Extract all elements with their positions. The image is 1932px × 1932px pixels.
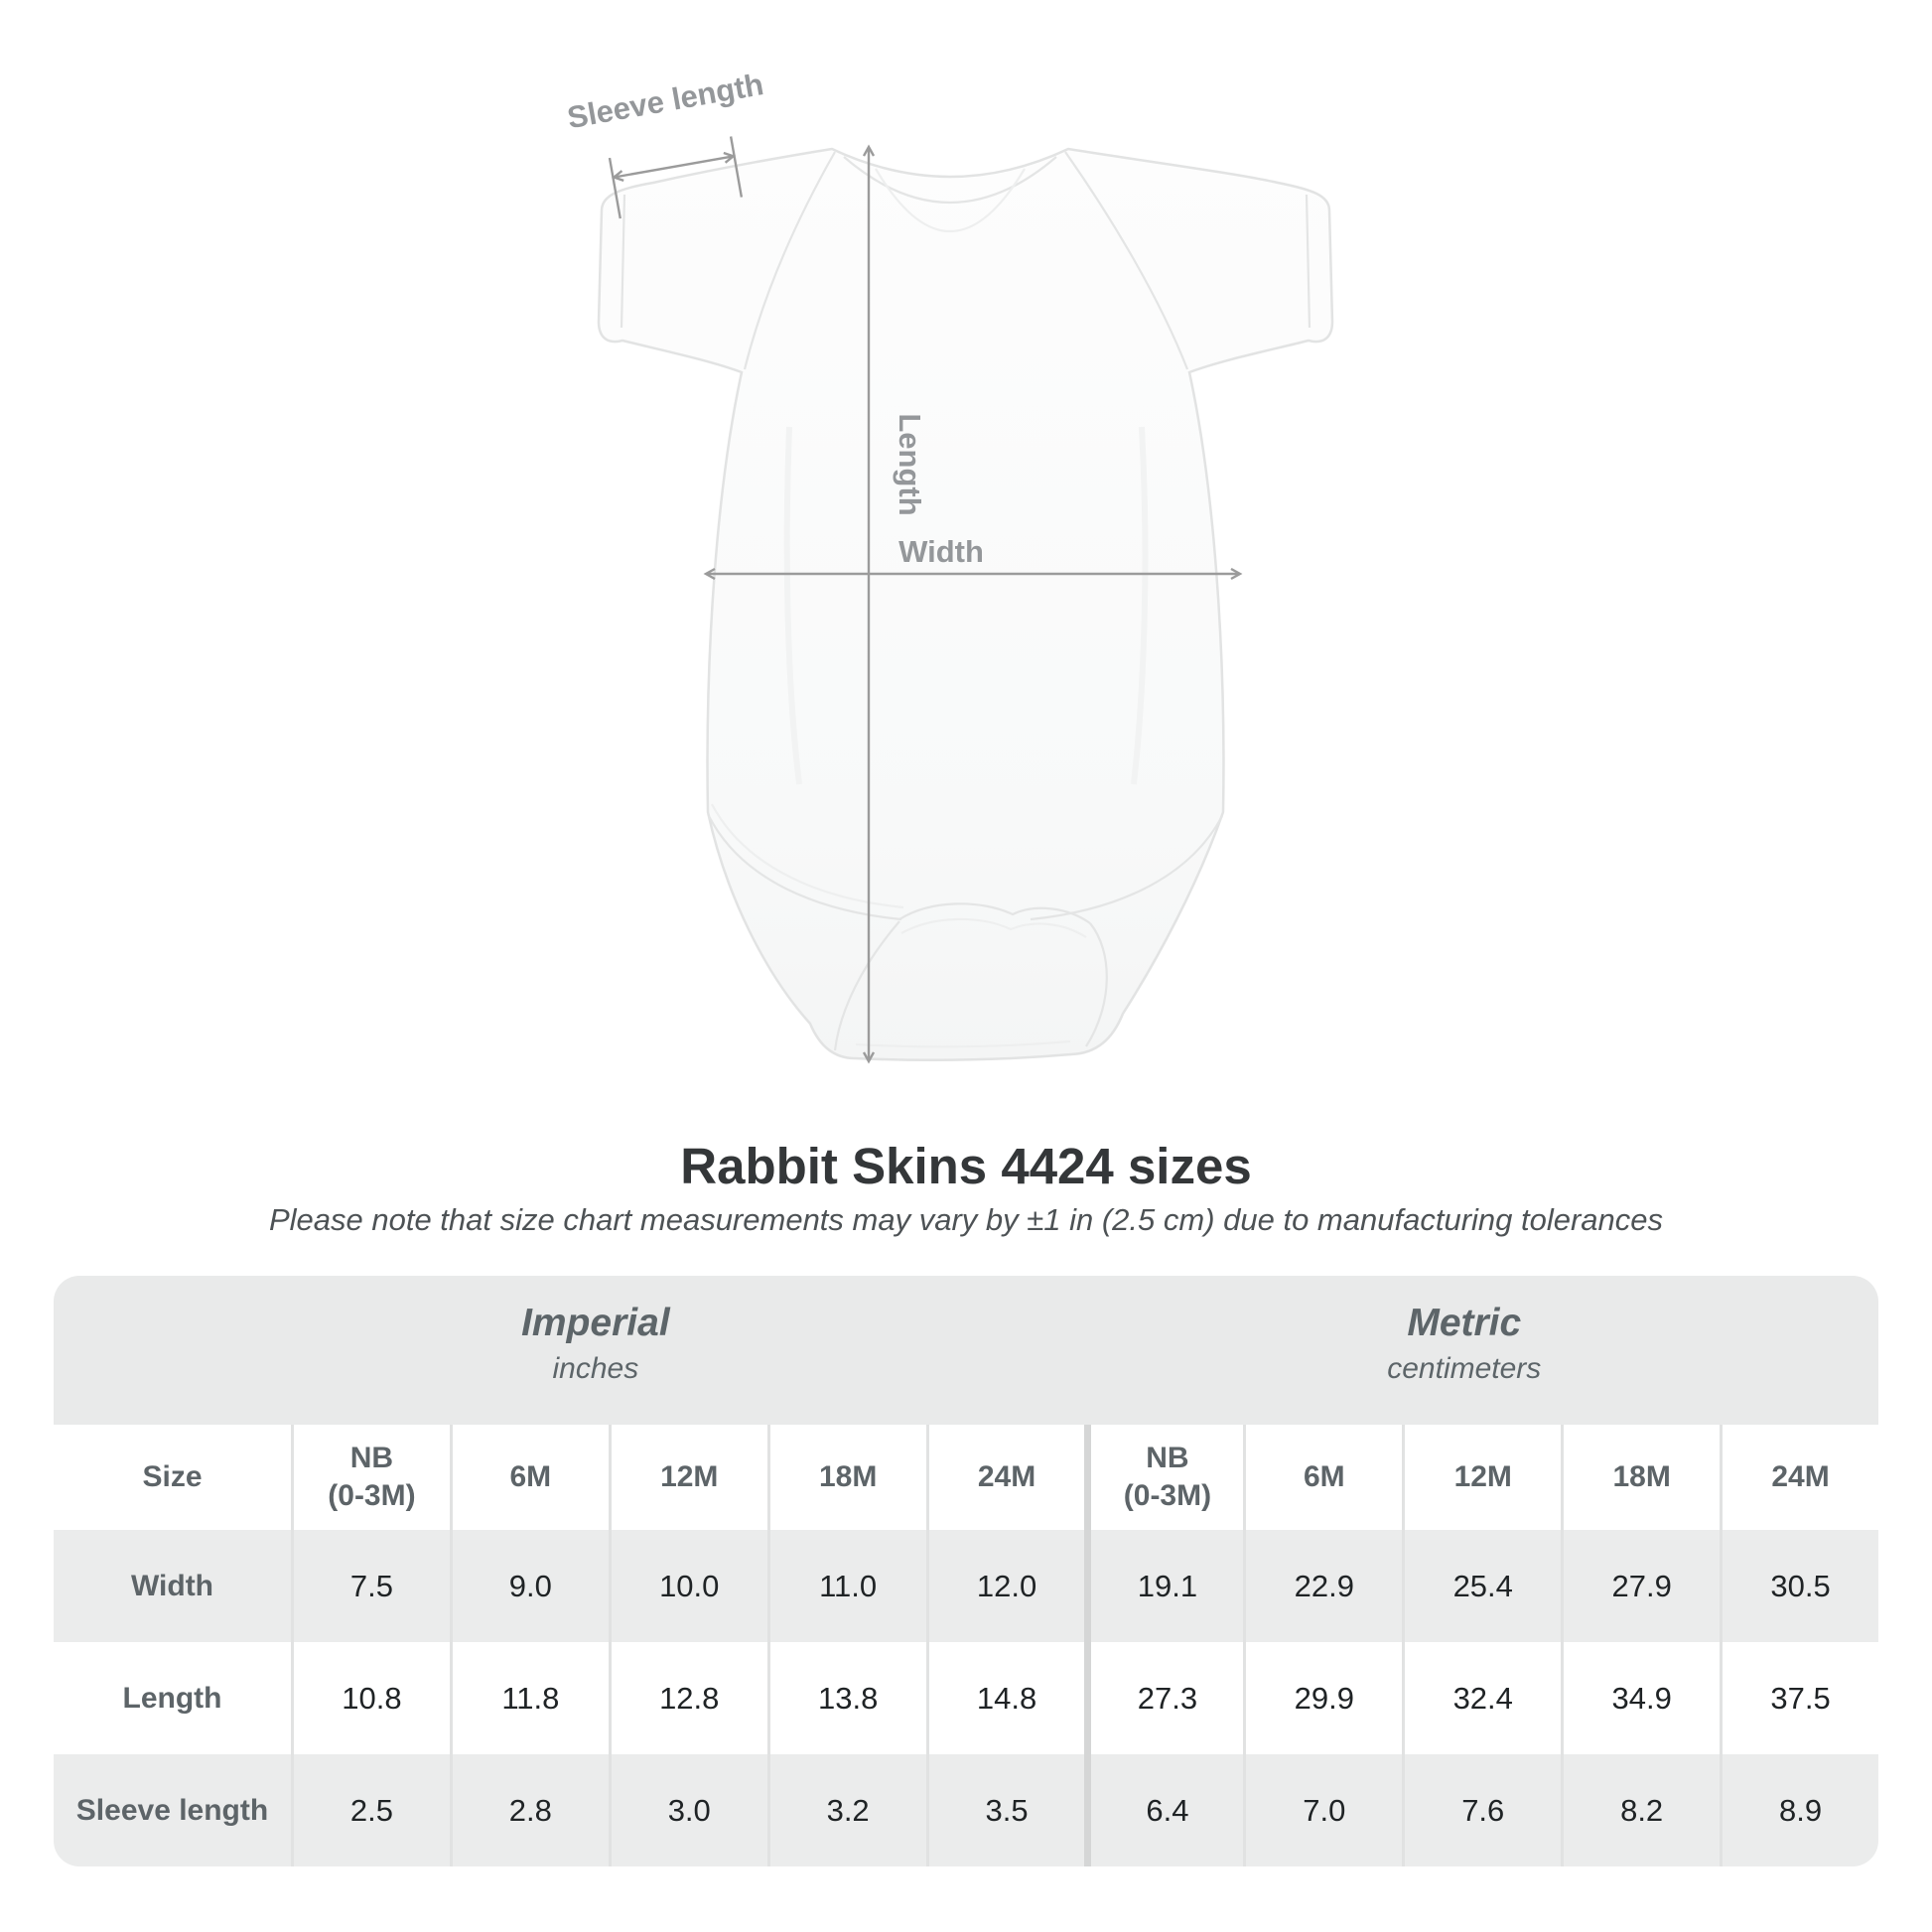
value-cell: 6.4 <box>1084 1754 1244 1866</box>
imperial-unit: inches <box>552 1352 639 1385</box>
col-header-metric-nb: NB (0-3M) <box>1084 1425 1244 1530</box>
value-cell: 12.8 <box>608 1642 767 1754</box>
value-cell: 9.0 <box>449 1530 609 1642</box>
value-cell: 10.8 <box>291 1642 450 1754</box>
onesie-seams <box>620 151 1311 1051</box>
size-grid: Size NB (0-3M) 6M 12M 18M 24M NB (0-3M) … <box>54 1425 1878 1866</box>
value-cell: 8.2 <box>1561 1754 1721 1866</box>
imperial-section-header: Imperial inches <box>521 1300 670 1391</box>
value-cell: 3.5 <box>925 1754 1085 1866</box>
length-label: Length <box>893 413 927 515</box>
value-cell: 8.9 <box>1720 1754 1878 1866</box>
row-label-sleeve-length: Sleeve length <box>54 1754 291 1866</box>
metric-unit: centimeters <box>1387 1352 1542 1385</box>
onesie-diagram: Sleeve length Length Width <box>565 67 1334 1152</box>
value-cell: 2.5 <box>291 1754 450 1866</box>
value-cell: 22.9 <box>1243 1530 1403 1642</box>
col-header-imperial-18m: 18M <box>766 1425 926 1530</box>
value-cell: 11.8 <box>449 1642 609 1754</box>
col-header-metric-24m: 24M <box>1720 1425 1878 1530</box>
sleeve-length-label: Sleeve length <box>565 67 766 135</box>
col-header-metric-18m: 18M <box>1561 1425 1721 1530</box>
col-header-imperial-12m: 12M <box>608 1425 767 1530</box>
onesie-body <box>597 147 1334 1062</box>
col-header-metric-12m: 12M <box>1402 1425 1562 1530</box>
size-table: Imperial inches Metric centimeters Size … <box>54 1276 1878 1866</box>
value-cell: 13.8 <box>766 1642 926 1754</box>
col-header-metric-6m: 6M <box>1243 1425 1403 1530</box>
row-label-length: Length <box>54 1642 291 1754</box>
page-title: Rabbit Skins 4424 sizes <box>680 1138 1252 1194</box>
value-cell: 10.0 <box>608 1530 767 1642</box>
value-cell: 11.0 <box>766 1530 926 1642</box>
value-cell: 34.9 <box>1561 1642 1721 1754</box>
value-cell: 14.8 <box>925 1642 1085 1754</box>
value-cell: 3.2 <box>766 1754 926 1866</box>
value-cell: 7.0 <box>1243 1754 1403 1866</box>
value-cell: 37.5 <box>1720 1642 1878 1754</box>
value-cell: 27.9 <box>1561 1530 1721 1642</box>
value-cell: 19.1 <box>1084 1530 1244 1642</box>
metric-title: Metric <box>1407 1302 1522 1344</box>
measurement-arrows <box>608 136 1239 1060</box>
value-cell: 2.8 <box>449 1754 609 1866</box>
value-cell: 12.0 <box>925 1530 1085 1642</box>
page-subtitle: Please note that size chart measurements… <box>268 1202 1664 1237</box>
value-cell: 30.5 <box>1720 1530 1878 1642</box>
row-label-width: Width <box>54 1530 291 1642</box>
value-cell: 7.5 <box>291 1530 450 1642</box>
imperial-title: Imperial <box>521 1302 670 1344</box>
table-units-band: Imperial inches Metric centimeters <box>54 1276 1878 1425</box>
col-header-imperial-24m: 24M <box>925 1425 1085 1530</box>
sleeve-length-arrow <box>608 136 744 219</box>
value-cell: 29.9 <box>1243 1642 1403 1754</box>
value-cell: 27.3 <box>1084 1642 1244 1754</box>
value-cell: 32.4 <box>1402 1642 1562 1754</box>
value-cell: 7.6 <box>1402 1754 1562 1866</box>
size-column-header: Size <box>54 1425 291 1530</box>
value-cell: 3.0 <box>608 1754 767 1866</box>
width-label: Width <box>898 534 984 569</box>
metric-section-header: Metric centimeters <box>1387 1300 1541 1391</box>
onesie-graphic: Sleeve length Length Width <box>565 67 1334 1062</box>
value-cell: 25.4 <box>1402 1530 1562 1642</box>
col-header-imperial-nb: NB (0-3M) <box>291 1425 450 1530</box>
col-header-imperial-6m: 6M <box>449 1425 609 1530</box>
